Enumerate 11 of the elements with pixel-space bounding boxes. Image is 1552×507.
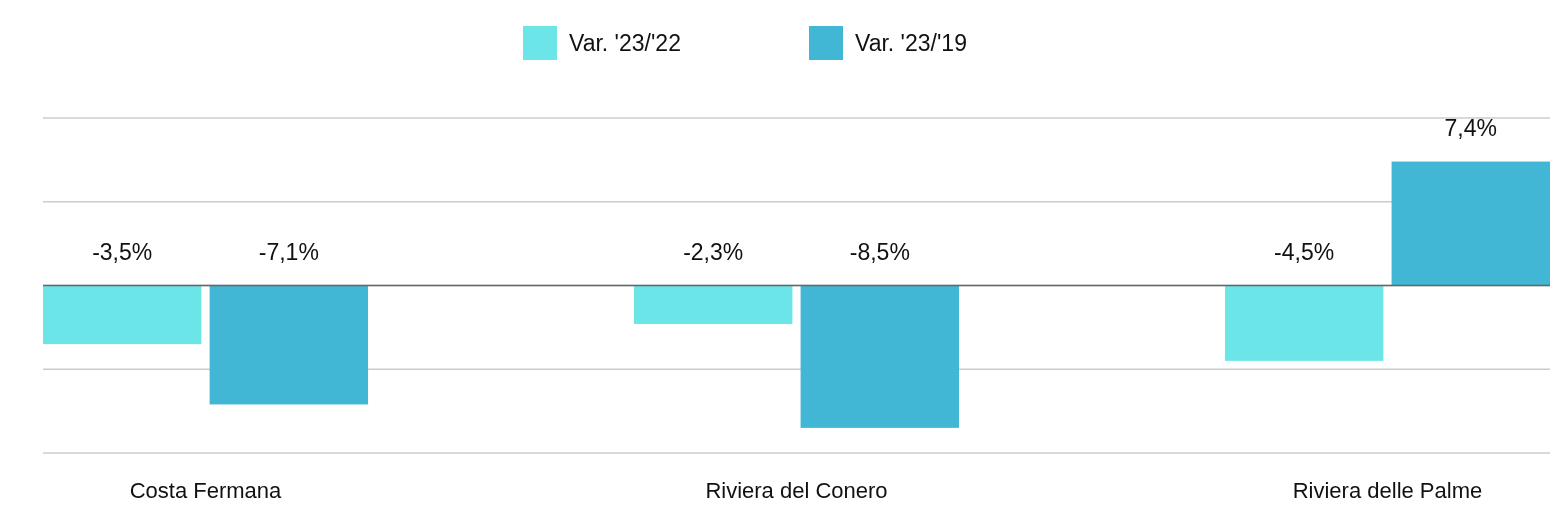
x-tick-label: Riviera delle Palme bbox=[1292, 478, 1483, 503]
data-label: 7,4% bbox=[1444, 114, 1498, 141]
data-label: -2,3% bbox=[683, 238, 744, 265]
legend-label: Var. '23/'22 bbox=[569, 30, 681, 57]
data-label: -3,5% bbox=[92, 238, 153, 265]
data-label: -8,5% bbox=[849, 238, 910, 265]
legend-label: Var. '23/'19 bbox=[855, 30, 967, 57]
x-tick-label: Costa Fermana bbox=[129, 478, 283, 503]
x-tick-label: Riviera del Conero bbox=[705, 478, 888, 503]
data-label: -7,1% bbox=[258, 238, 319, 265]
data-label: -4,5% bbox=[1274, 238, 1335, 265]
